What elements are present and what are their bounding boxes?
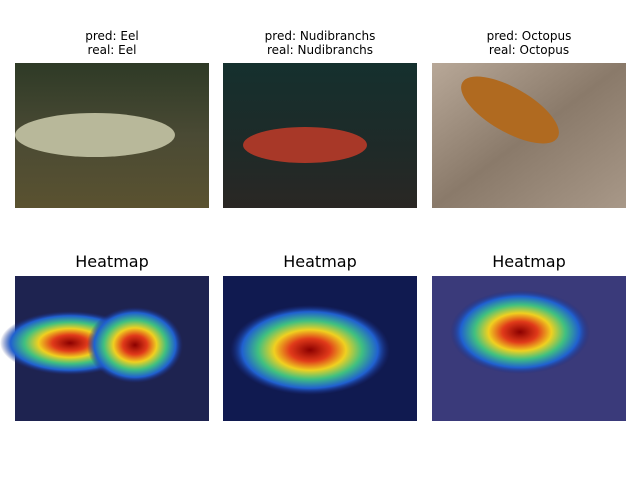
heatmap-title: Heatmap xyxy=(283,252,357,271)
panel: pred: Nudibranchs real: Nudibranchs Heat… xyxy=(223,29,417,421)
heat-blob xyxy=(230,305,390,395)
panel: pred: Eel real: Eel Heatmap xyxy=(0,29,209,421)
heat-blob xyxy=(87,307,183,383)
nudibranch-shape xyxy=(243,127,367,163)
heat-blob xyxy=(450,290,590,374)
heatmap-title: Heatmap xyxy=(492,252,566,271)
panel: pred: Octopus real: Octopus Heatmap xyxy=(432,29,626,421)
real-label: real: Eel xyxy=(88,43,137,57)
heatmap-title: Heatmap xyxy=(75,252,149,271)
pred-label: pred: Nudibranchs xyxy=(265,29,376,43)
octopus-shape xyxy=(461,76,559,144)
eel-shape xyxy=(15,113,175,157)
real-label: real: Nudibranchs xyxy=(267,43,373,57)
real-label: real: Octopus xyxy=(489,43,569,57)
pred-label: pred: Eel xyxy=(85,29,138,43)
pred-label: pred: Octopus xyxy=(487,29,572,43)
